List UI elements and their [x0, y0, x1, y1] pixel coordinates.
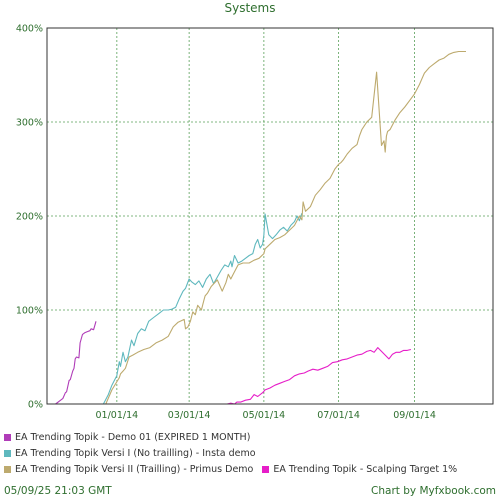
legend-item-demo01: EA Trending Topik - Demo 01 (EXPIRED 1 M… — [4, 432, 250, 443]
y-axis: 0% 100% 200% 300% 400% — [16, 24, 43, 411]
chart-title: Systems — [225, 1, 276, 15]
legend-swatch — [4, 450, 11, 457]
legend-swatch — [4, 434, 11, 441]
y-tick-label: 400% — [16, 24, 43, 35]
x-tick-label: 05/01/14 — [243, 410, 286, 421]
legend-swatch — [4, 466, 11, 473]
legend-label: EA Trending Topik - Demo 01 (EXPIRED 1 M… — [15, 432, 251, 443]
legend: EA Trending Topik - Demo 01 (EXPIRED 1 M… — [4, 432, 463, 476]
legend-row-2: EA Trending Topik Versi I (No trailling)… — [4, 448, 463, 460]
y-tick-label: 200% — [16, 212, 43, 223]
y-tick-label: 0% — [28, 400, 43, 411]
x-tick-label: 07/01/14 — [317, 410, 360, 421]
grid — [47, 27, 493, 404]
y-tick-label: 300% — [16, 118, 43, 129]
legend-swatch — [262, 466, 270, 473]
legend-item-versi1: EA Trending Topik Versi I (No trailling)… — [4, 448, 256, 459]
legend-row-1: EA Trending Topik - Demo 01 (EXPIRED 1 M… — [4, 432, 463, 444]
x-tick-label: 09/01/14 — [393, 410, 436, 421]
legend-item-versi2: EA Trending Topik Versi II (Trailling) -… — [4, 464, 253, 475]
series-line-4 — [226, 347, 412, 405]
legend-label: EA Trending Topik - Scalping Target 1% — [273, 464, 458, 475]
legend-item-scalping: EA Trending Topik - Scalping Target 1% — [262, 464, 457, 475]
series-line-1 — [55, 321, 97, 405]
x-tick-label: 01/01/14 — [96, 410, 139, 421]
x-axis: 01/01/14 03/01/14 05/01/14 07/01/14 09/01/14 — [96, 410, 436, 421]
legend-label: EA Trending Topik Versi II (Trailling) -… — [15, 464, 254, 475]
plot-frame — [46, 27, 494, 405]
chart-credit-link[interactable]: Chart by Myfxbook.com — [371, 485, 496, 497]
series-line-2 — [102, 213, 303, 405]
legend-row-3: EA Trending Topik Versi II (Trailling) -… — [4, 464, 463, 476]
series-group — [55, 50, 466, 405]
y-tick-label: 100% — [16, 306, 43, 317]
legend-label: EA Trending Topik Versi I (No trailling)… — [15, 448, 256, 459]
series-line-3 — [105, 50, 466, 405]
x-tick-label: 03/01/14 — [168, 410, 211, 421]
timestamp: 05/09/25 21:03 GMT — [4, 485, 112, 497]
